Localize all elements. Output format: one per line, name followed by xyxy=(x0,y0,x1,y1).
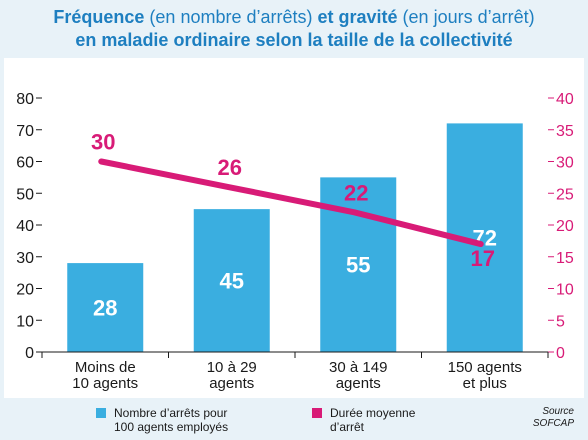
legend-item-bar: Nombre d’arrêts pour 100 agents employés xyxy=(96,406,264,434)
title-gravite-unit: (en jours d’arrêt) xyxy=(397,7,535,27)
source-label: Source xyxy=(542,406,574,417)
category-label: agents xyxy=(336,375,381,392)
legend-text-bar: Nombre d’arrêts pour 100 agents employés xyxy=(114,406,264,434)
legend-bar-line-1: Nombre d’arrêts pour xyxy=(114,406,228,420)
left-tick-label: 50 xyxy=(16,186,34,203)
left-tick-label: 20 xyxy=(16,282,34,299)
category-label: 150 agents xyxy=(448,359,522,376)
bar xyxy=(67,263,144,352)
chart-title: Fréquence (en nombre d’arrêts) et gravit… xyxy=(0,0,588,58)
bar-value-label: 72 xyxy=(473,226,497,251)
category-label: 10 agents xyxy=(72,375,138,392)
title-line-1: Fréquence (en nombre d’arrêts) et gravit… xyxy=(0,6,588,29)
right-tick-label: 0 xyxy=(556,345,565,362)
left-tick-label: 40 xyxy=(16,218,34,235)
right-tick-label: 15 xyxy=(556,250,574,267)
legend: Nombre d’arrêts pour 100 agents employés… xyxy=(0,400,588,440)
line-value-label: 22 xyxy=(344,180,368,205)
category-label: 30 à 149 xyxy=(329,359,387,376)
category-label: 10 à 29 xyxy=(207,359,257,376)
title-line-2: en maladie ordinaire selon la taille de … xyxy=(75,30,513,50)
category-label: et plus xyxy=(463,375,507,392)
bar-value-label: 28 xyxy=(93,296,117,321)
left-tick-label: 30 xyxy=(16,250,34,267)
title-frequence-unit: (en nombre d’arrêts) xyxy=(144,7,318,27)
left-tick-label: 0 xyxy=(25,345,34,362)
right-tick-label: 20 xyxy=(556,218,574,235)
legend-line-line-1: Durée moyenne xyxy=(330,406,416,420)
legend-item-line: Durée moyenne d’arrêt xyxy=(312,406,480,434)
category-label: Moins de xyxy=(75,359,136,376)
line-value-label: 26 xyxy=(218,155,242,180)
title-gravite: et gravité xyxy=(317,7,398,27)
line-value-label: 17 xyxy=(471,246,495,271)
line-value-label: 30 xyxy=(91,130,115,155)
left-tick-label: 80 xyxy=(16,91,34,108)
left-tick-label: 10 xyxy=(16,313,34,330)
bar-value-label: 45 xyxy=(220,269,244,294)
right-tick-label: 35 xyxy=(556,123,574,140)
left-tick-label: 60 xyxy=(16,155,34,172)
right-tick-label: 40 xyxy=(556,91,574,108)
line-path xyxy=(98,158,484,248)
bar-value-label: 55 xyxy=(346,253,370,278)
legend-swatch-line xyxy=(312,408,322,418)
right-tick-label: 25 xyxy=(556,186,574,203)
category-label: agents xyxy=(209,375,254,392)
left-axis: 0 10 20 30 40 50 60 70 80 xyxy=(16,91,42,362)
right-axis: 0 5 10 15 20 25 30 35 40 xyxy=(548,91,574,362)
title-frequence: Fréquence xyxy=(53,7,145,27)
line-series: 30 26 22 17 xyxy=(91,130,495,272)
legend-swatch-bar xyxy=(96,408,106,418)
right-tick-label: 5 xyxy=(556,313,565,330)
source-value: SOFCAP xyxy=(532,418,574,429)
right-tick-label: 10 xyxy=(556,282,574,299)
legend-text-line: Durée moyenne d’arrêt xyxy=(330,406,480,434)
legend-line-line-2: d’arrêt xyxy=(330,420,365,434)
source-note: Source SOFCAP xyxy=(533,406,574,430)
left-tick-label: 70 xyxy=(16,123,34,140)
legend-bar-line-2: 100 agents employés xyxy=(114,420,229,434)
bar xyxy=(193,209,270,352)
right-tick-label: 30 xyxy=(556,155,574,172)
bar-series: 28 45 55 72 xyxy=(67,123,523,353)
